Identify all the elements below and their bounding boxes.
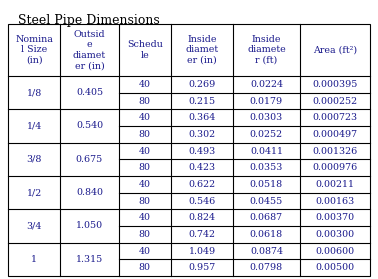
Text: 0.0455: 0.0455 <box>250 196 283 206</box>
Text: Area (ft²): Area (ft²) <box>313 45 357 54</box>
Text: 80: 80 <box>139 163 151 172</box>
Text: 0.0252: 0.0252 <box>250 130 283 139</box>
Text: 0.0687: 0.0687 <box>250 213 283 222</box>
Text: 0.546: 0.546 <box>189 196 216 206</box>
Text: 0.742: 0.742 <box>189 230 215 239</box>
Text: Outsid
e
diamet
er (in): Outsid e diamet er (in) <box>73 30 106 70</box>
Text: 1/8: 1/8 <box>26 88 42 97</box>
Text: 0.000976: 0.000976 <box>312 163 358 172</box>
Text: 0.00300: 0.00300 <box>315 230 354 239</box>
Text: 0.000252: 0.000252 <box>312 97 357 105</box>
Text: 0.001326: 0.001326 <box>312 146 358 155</box>
Text: 80: 80 <box>139 263 151 272</box>
Text: 0.423: 0.423 <box>189 163 215 172</box>
Text: Nomina
l Size
(in): Nomina l Size (in) <box>15 35 53 65</box>
Text: Inside
diamet
er (in): Inside diamet er (in) <box>186 35 218 65</box>
Text: 1.049: 1.049 <box>189 247 215 256</box>
Text: 0.0224: 0.0224 <box>250 80 283 89</box>
Text: 0.0518: 0.0518 <box>250 180 283 189</box>
Text: 0.0303: 0.0303 <box>250 113 283 122</box>
Text: 3/8: 3/8 <box>26 155 42 164</box>
Text: 1.050: 1.050 <box>76 222 103 230</box>
Text: 40: 40 <box>139 180 151 189</box>
Text: 0.215: 0.215 <box>189 97 215 105</box>
Text: 0.0179: 0.0179 <box>250 97 283 105</box>
Text: Schedu
le: Schedu le <box>127 40 163 60</box>
Text: 0.364: 0.364 <box>189 113 216 122</box>
Text: 0.540: 0.540 <box>76 121 103 131</box>
Text: 80: 80 <box>139 130 151 139</box>
Text: 0.675: 0.675 <box>76 155 103 164</box>
Text: 40: 40 <box>139 113 151 122</box>
Text: 0.493: 0.493 <box>189 146 216 155</box>
Text: 0.00163: 0.00163 <box>315 196 355 206</box>
Text: 0.0874: 0.0874 <box>250 247 283 256</box>
Text: 80: 80 <box>139 196 151 206</box>
Text: 0.00370: 0.00370 <box>315 213 354 222</box>
Text: 0.00500: 0.00500 <box>315 263 354 272</box>
Text: 0.824: 0.824 <box>189 213 215 222</box>
Text: 0.000497: 0.000497 <box>312 130 357 139</box>
Text: 0.0353: 0.0353 <box>250 163 283 172</box>
Text: 0.302: 0.302 <box>189 130 215 139</box>
Text: 0.957: 0.957 <box>189 263 216 272</box>
Text: 40: 40 <box>139 146 151 155</box>
Text: 0.0798: 0.0798 <box>250 263 283 272</box>
Text: 40: 40 <box>139 80 151 89</box>
Text: 0.000723: 0.000723 <box>312 113 357 122</box>
Text: 0.00600: 0.00600 <box>315 247 354 256</box>
Text: 80: 80 <box>139 97 151 105</box>
Text: 1.315: 1.315 <box>76 255 103 264</box>
Text: 0.405: 0.405 <box>76 88 103 97</box>
Text: 0.0618: 0.0618 <box>250 230 283 239</box>
Text: 40: 40 <box>139 247 151 256</box>
Text: 1: 1 <box>31 255 37 264</box>
Text: 80: 80 <box>139 230 151 239</box>
Text: 0.000395: 0.000395 <box>312 80 358 89</box>
Text: 40: 40 <box>139 213 151 222</box>
Text: 0.00211: 0.00211 <box>315 180 354 189</box>
Text: 0.840: 0.840 <box>76 188 103 197</box>
Text: 0.269: 0.269 <box>189 80 216 89</box>
Text: 3/4: 3/4 <box>26 222 42 230</box>
Text: 1/4: 1/4 <box>26 121 42 131</box>
Text: 1/2: 1/2 <box>26 188 42 197</box>
Text: 0.622: 0.622 <box>189 180 215 189</box>
Text: 0.0411: 0.0411 <box>250 146 283 155</box>
Text: Steel Pipe Dimensions: Steel Pipe Dimensions <box>18 14 160 27</box>
Text: Inside
diamete
r (ft): Inside diamete r (ft) <box>247 35 286 65</box>
